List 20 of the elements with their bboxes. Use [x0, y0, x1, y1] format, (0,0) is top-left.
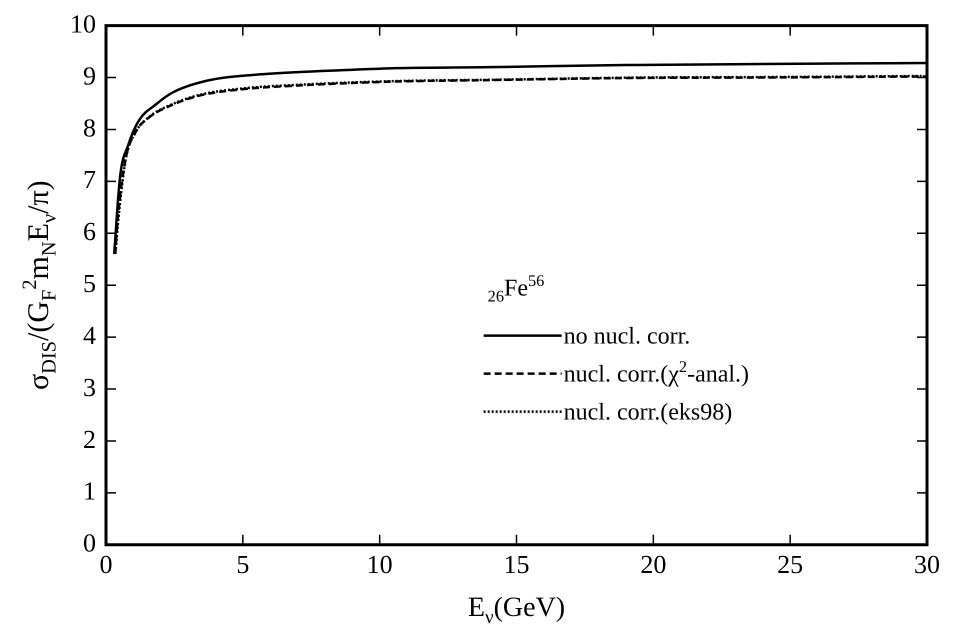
legend-label: nucl. corr.(eks98): [564, 400, 732, 426]
y-tick-label: 4: [83, 320, 96, 350]
y-tick-label: 7: [83, 165, 96, 194]
x-tick-label: 10: [366, 550, 393, 580]
y-tick-label: 3: [83, 372, 96, 402]
y-tick-label: 5: [83, 269, 96, 298]
y-tick-label: 9: [83, 61, 96, 90]
x-tick-label: 30: [914, 550, 940, 580]
x-tick-label: 5: [236, 550, 250, 580]
text: σDIS/(GF2mNEν/π): [19, 180, 60, 390]
legend-label: no nucl. corr.: [564, 324, 690, 350]
y-tick-label: 2: [83, 424, 96, 454]
y-tick-label: 8: [83, 113, 96, 142]
x-tick-label: 25: [777, 550, 804, 580]
y-tick-label: 1: [83, 476, 96, 506]
y-tick-label: 6: [83, 217, 96, 246]
y-tick-label: 0: [83, 528, 96, 558]
x-tick-label: 20: [640, 550, 666, 580]
x-tick-label: 15: [504, 550, 530, 580]
y-tick-label: 10: [70, 9, 96, 38]
